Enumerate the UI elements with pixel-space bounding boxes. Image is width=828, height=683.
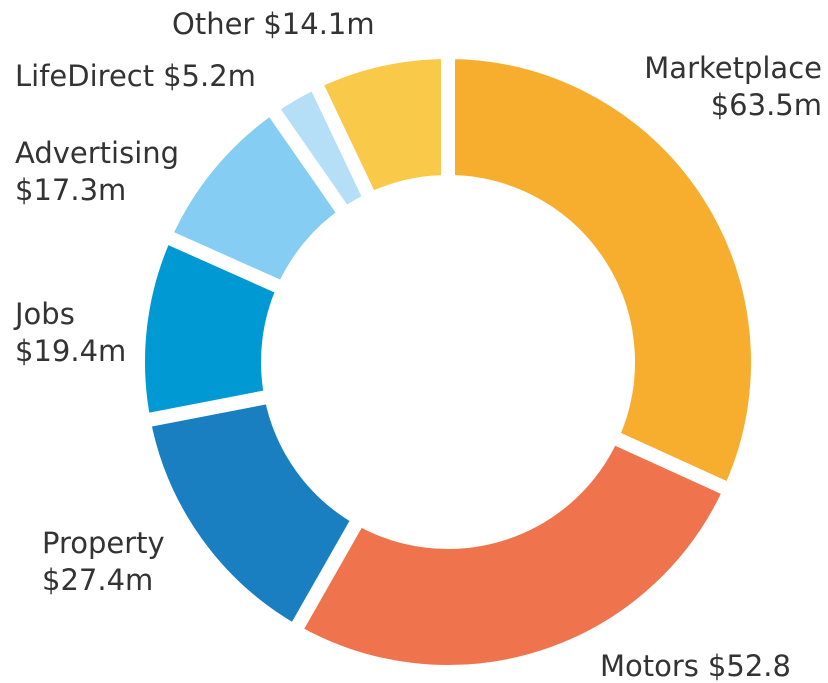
slice-name: Marketplace: [644, 51, 822, 85]
slice-value: $63.5m: [711, 88, 822, 122]
slice-label: Jobs $19.4m: [13, 297, 126, 368]
slice-value: $14.1m: [263, 7, 374, 41]
donut-slice: [135, 387, 369, 641]
slice-name: Other: [172, 7, 254, 41]
donut-slice: [441, 44, 765, 500]
donut-slice: [305, 44, 455, 209]
slice-value: $19.4m: [15, 334, 126, 368]
slice-value: $52.8: [708, 649, 791, 683]
slice-name: Property: [42, 526, 165, 560]
slice-label: Other $14.1m: [172, 7, 375, 41]
slice-value: $5.2m: [163, 59, 256, 93]
slice-name: Advertising: [15, 136, 179, 170]
slice-label: LifeDirect $5.2m: [15, 59, 256, 93]
slice-value: $17.3m: [15, 173, 126, 207]
slice-name: Jobs: [13, 297, 75, 331]
slice-name: LifeDirect: [15, 59, 154, 93]
slice-label: Motors $52.8: [600, 649, 791, 683]
slice-label: Property $27.4m: [42, 526, 165, 597]
donut-slice: [285, 427, 740, 679]
slice-value: $27.4m: [42, 563, 153, 597]
slice-label: Marketplace $63.5m: [644, 51, 822, 122]
slice-label: Advertising $17.3m: [15, 136, 179, 207]
slice-name: Motors: [600, 649, 699, 683]
